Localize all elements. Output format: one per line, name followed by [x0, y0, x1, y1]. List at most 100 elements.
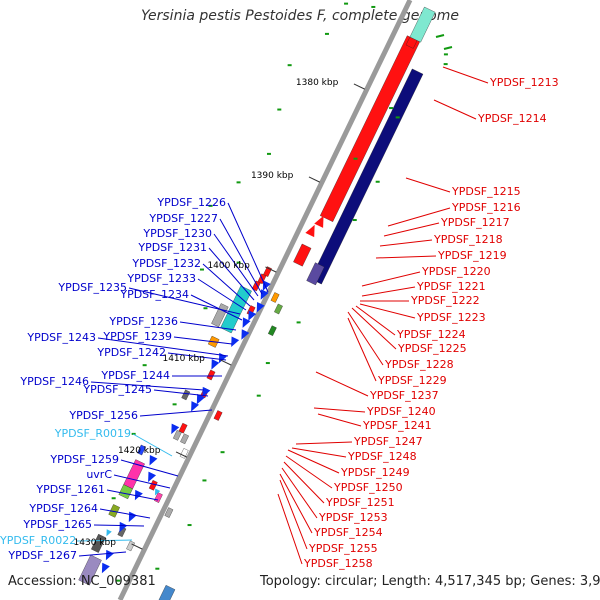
cds-arrow-blue	[256, 302, 265, 313]
cds-arrow-blue	[262, 280, 271, 291]
gene-label-forward[interactable]: YPDSF_1251	[326, 496, 395, 509]
gene-label-forward[interactable]: YPDSF_1224	[397, 328, 466, 341]
marker-dot	[371, 5, 376, 8]
rna-label[interactable]: YPDSF_R0022	[0, 534, 77, 547]
gene-label-forward[interactable]: YPDSF_1229	[378, 374, 447, 387]
genome-backbone	[117, 0, 413, 600]
cds-lavender	[78, 554, 102, 586]
gene-label-reverse[interactable]: YPDSF_1232	[132, 257, 201, 270]
cds-green	[118, 484, 133, 500]
gene-label-reverse[interactable]: YPDSF_1239	[103, 330, 172, 343]
gene-label-forward[interactable]: YPDSF_1217	[441, 216, 510, 229]
marker-dot	[324, 32, 329, 35]
leader-line	[78, 551, 127, 557]
gene-label-forward[interactable]: YPDSF_1216	[452, 201, 521, 214]
gene-label-forward[interactable]: YPDSF_1223	[417, 311, 486, 324]
feature-small	[274, 303, 283, 315]
feature-small	[270, 292, 280, 303]
marker-dot	[277, 108, 282, 111]
kbp-tick	[175, 451, 188, 458]
cds-reverse-long	[310, 68, 424, 285]
gene-label-forward[interactable]: YPDSF_1241	[363, 419, 432, 432]
gene-label-forward[interactable]: YPDSF_1237	[370, 389, 439, 402]
leader-line	[361, 286, 416, 297]
feature-small	[267, 325, 277, 336]
leader-line	[219, 218, 263, 295]
gene-label-forward[interactable]: YPDSF_1225	[398, 342, 467, 355]
rna-arrow	[154, 488, 161, 496]
marker-dot	[111, 497, 116, 500]
leader-line	[227, 202, 269, 293]
gene-label-reverse[interactable]: YPDSF_1233	[127, 272, 196, 285]
marker-dot	[375, 180, 380, 183]
gene-label-reverse[interactable]: YPDSF_1227	[149, 212, 218, 225]
gene-label-forward[interactable]: YPDSF_1221	[417, 280, 486, 293]
gene-label-reverse[interactable]: YPDSF_1265	[23, 518, 92, 531]
cds-steelblue	[156, 585, 176, 600]
gene-label-reverse[interactable]: YPDSF_1230	[143, 227, 212, 240]
gene-label-forward[interactable]: YPDSF_1249	[341, 466, 410, 479]
kbp-tick	[220, 359, 232, 366]
feature-small	[180, 433, 189, 445]
gene-label-reverse[interactable]: YPDSF_1264	[29, 502, 98, 515]
marker-dot	[443, 46, 453, 50]
cds-arrow-blue	[242, 317, 251, 328]
marker-dot	[344, 2, 349, 5]
leader-line	[347, 317, 377, 382]
gene-label-forward[interactable]: YPDSF_1255	[309, 542, 378, 555]
rna-label[interactable]: YPDSF_R0019	[54, 427, 131, 440]
gene-label-forward[interactable]: YPDSF_1240	[367, 405, 436, 418]
cds-arrow-blue	[191, 401, 200, 412]
marker-dot	[352, 219, 357, 222]
leader-line	[361, 271, 421, 287]
leader-line	[113, 474, 171, 489]
gene-label-reverse[interactable]: YPDSF_1243	[27, 331, 96, 344]
leader-line	[208, 247, 255, 301]
gene-label-reverse[interactable]: YPDSF_1235	[58, 281, 127, 294]
gene-label-forward[interactable]: YPDSF_1220	[422, 265, 491, 278]
leader-line	[355, 305, 396, 336]
kbp-tick	[353, 83, 365, 90]
kbp-tick-label: 1430 kbp	[73, 537, 116, 548]
cds-arrow-blue	[196, 393, 205, 405]
cds-arrow-blue	[105, 549, 114, 561]
leader-line	[120, 459, 179, 477]
gene-label-reverse[interactable]: YPDSF_1245	[83, 383, 152, 396]
gene-label-forward[interactable]: YPDSF_1215	[452, 185, 521, 198]
cds-grey	[211, 303, 229, 328]
cds-forward	[293, 243, 312, 267]
gene-label-forward[interactable]: YPDSF_1254	[314, 526, 383, 539]
gene-label-reverse[interactable]: YPDSF_1246	[20, 375, 89, 388]
gene-label-reverse[interactable]: YPDSF_1236	[109, 315, 178, 328]
cds-forward-long	[319, 35, 421, 222]
gene-label-forward[interactable]: YPDSF_1247	[354, 435, 423, 448]
gene-label-forward[interactable]: YPDSF_1258	[304, 557, 373, 570]
leader-line	[97, 337, 229, 357]
gene-label-reverse[interactable]: YPDSF_1261	[36, 483, 105, 496]
marker-dot	[155, 567, 160, 570]
gene-label-forward[interactable]: YPDSF_1218	[434, 233, 503, 246]
gene-label-forward[interactable]: YPDSF_1248	[348, 450, 417, 463]
kbp-tick	[265, 266, 277, 273]
gene-label-forward[interactable]: YPDSF_1213	[490, 76, 559, 89]
gene-label-reverse[interactable]: uvrC	[86, 468, 112, 481]
gene-label-reverse[interactable]: YPDSF_1267	[8, 549, 77, 562]
leader-line	[190, 294, 243, 321]
gene-label-forward[interactable]: YPDSF_1228	[385, 358, 454, 371]
gene-label-reverse[interactable]: YPDSF_1231	[138, 241, 207, 254]
gene-label-reverse[interactable]: YPDSF_1244	[101, 369, 170, 382]
cds-arrow-blue	[101, 562, 110, 574]
gene-label-reverse[interactable]: YPDSF_1226	[157, 196, 226, 209]
gene-label-forward[interactable]: YPDSF_1222	[411, 294, 480, 307]
gene-label-forward[interactable]: YPDSF_1214	[478, 112, 547, 125]
gene-label-forward[interactable]: YPDSF_1219	[438, 249, 507, 262]
leader-line	[279, 479, 308, 550]
gene-label-reverse[interactable]: YPDSF_1234	[120, 288, 189, 301]
gene-label-reverse[interactable]: YPDSF_1242	[97, 346, 166, 359]
marker-dot	[172, 403, 177, 406]
gene-label-forward[interactable]: YPDSF_1250	[334, 481, 403, 494]
gene-label-forward[interactable]: YPDSF_1253	[319, 511, 388, 524]
gene-label-reverse[interactable]: YPDSF_1256	[69, 409, 138, 422]
gene-label-reverse[interactable]: YPDSF_1259	[50, 453, 119, 466]
